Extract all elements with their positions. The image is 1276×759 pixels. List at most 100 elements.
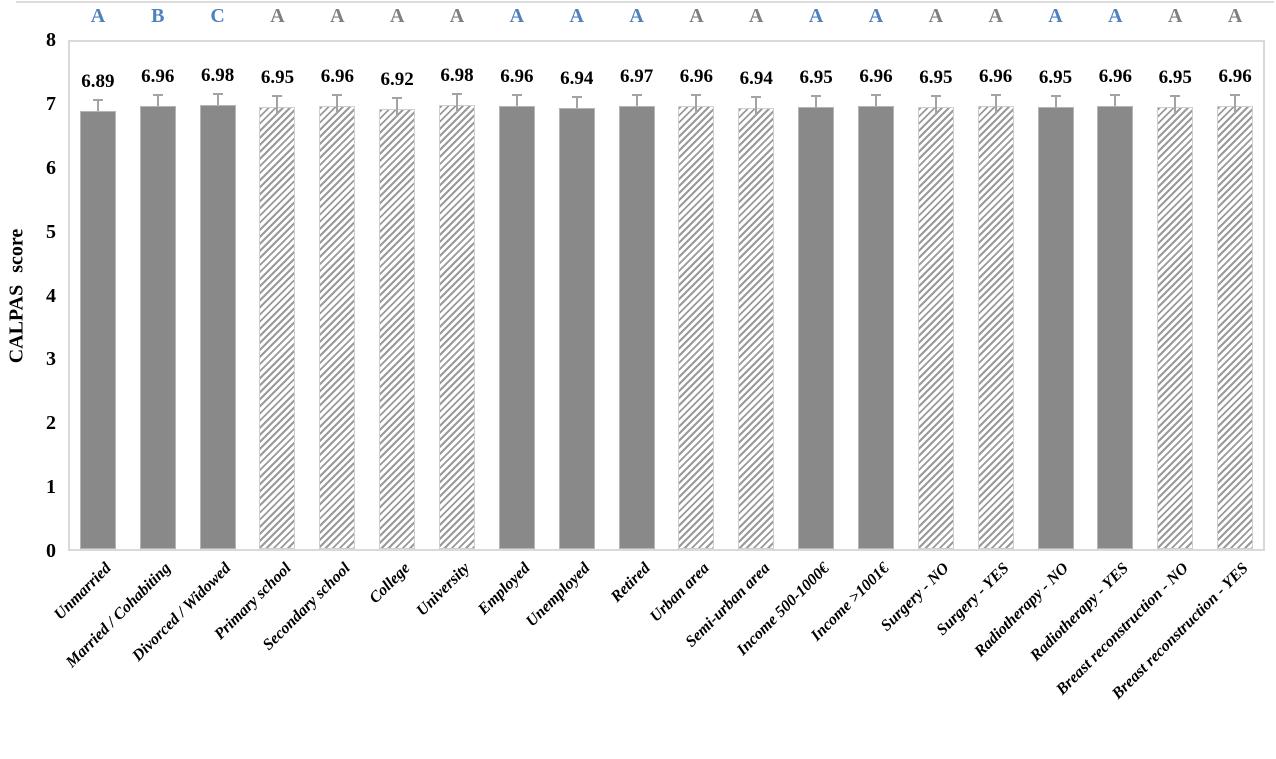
bar [857,106,894,549]
bar-value-label: 6.96 [320,66,354,88]
error-bar [635,95,638,106]
error-bar [1114,96,1117,107]
bar [798,107,835,549]
bar [618,105,655,549]
error-bar [755,97,758,116]
bar-value-label: 6.92 [380,68,414,90]
error-bar-cap [92,98,103,101]
significance-letter: A [330,5,345,27]
bar-value-label: 6.96 [500,66,534,88]
significance-letter: A [749,5,764,27]
y-tick-label: 6 [46,156,56,179]
error-bar-cap [452,93,463,96]
error-bar [96,100,99,111]
error-bar [575,97,578,108]
significance-letter: A [270,5,285,27]
significance-letter: A [389,5,405,27]
figure-top-rule [16,1,1274,3]
error-bar [994,96,997,115]
y-tick-label: 8 [46,29,56,51]
significance-letter: A [569,5,584,27]
error-bar [276,97,279,116]
bar-value-label: 6.95 [260,67,295,89]
y-tick-label: 5 [46,220,56,243]
bar-value-label: 6.95 [799,67,833,89]
bar-value-label: 6.98 [440,65,474,87]
error-bar [874,96,877,107]
error-bar-cap [1050,95,1061,98]
x-tick-text: Employed [475,559,534,619]
bar [738,107,775,549]
error-bar [456,95,459,114]
error-bar-cap [511,94,522,97]
error-bar [1234,96,1237,115]
error-bar [695,96,698,115]
bar [1157,107,1194,549]
bar-value-label: 6.96 [1218,66,1252,88]
error-bar-cap [1170,95,1181,98]
y-tick-label: 1 [46,476,56,499]
bar [139,106,176,549]
bar [917,107,954,549]
bar [259,107,296,549]
bar [558,107,595,549]
significance-letter: A [1167,5,1183,27]
bar-value-label: 6.95 [919,67,953,89]
error-bar-cap [930,95,941,98]
bar [199,105,236,549]
bar-value-label: 6.96 [1098,66,1132,88]
error-bar [1054,97,1057,108]
bar [379,108,416,549]
significance-letter: A [808,5,824,27]
bar-value-label: 6.94 [739,67,773,89]
bar [498,106,535,549]
error-bar [515,96,518,107]
y-tick-label: 4 [46,284,56,307]
error-bar-cap [631,93,642,96]
bar [678,106,715,549]
bar-value-label: 6.95 [1038,67,1073,89]
error-bar-cap [1230,94,1241,97]
bar-value-label: 6.96 [141,66,175,88]
significance-letter: A [1227,5,1243,27]
error-bar [1174,97,1177,116]
bar-value-label: 6.95 [1158,67,1192,89]
bar [1037,107,1074,549]
bar [1217,106,1254,549]
significance-letter: A [1048,5,1063,27]
significance-letter: A [988,5,1003,27]
x-tick-text: Retired [607,559,654,606]
y-tick-label: 2 [46,412,56,435]
significance-letter: A [449,5,465,27]
significance-letter: C [210,5,225,27]
error-bar-cap [870,94,881,97]
bar [319,106,356,549]
bar-value-label: 6.96 [979,66,1013,88]
bar [977,106,1014,549]
error-bar [934,97,937,116]
y-tick-label: 3 [46,348,56,371]
significance-letter: A [629,5,644,27]
bar [1097,106,1134,549]
y-tick-label: 7 [46,92,56,115]
significance-letter: A [90,5,106,27]
error-bar-cap [152,94,163,97]
x-tick-text: Unemployed [522,559,594,631]
significance-letter: A [928,5,944,27]
bar-value-label: 6.89 [81,70,115,92]
x-tick-text: Married / Cohabiting [63,559,175,672]
error-bar-cap [811,95,822,98]
error-bar-cap [1110,94,1121,97]
error-bar-cap [571,95,582,98]
bar [79,110,116,549]
significance-letter: A [509,5,525,27]
bar-value-label: 6.98 [201,65,235,87]
significance-letter: A [689,5,704,27]
error-bar-cap [691,94,702,97]
error-bar-cap [392,96,403,99]
y-tick-label: 0 [46,540,56,562]
error-bar-cap [751,95,762,98]
error-bar [336,96,339,115]
significance-letter: B [151,5,165,27]
